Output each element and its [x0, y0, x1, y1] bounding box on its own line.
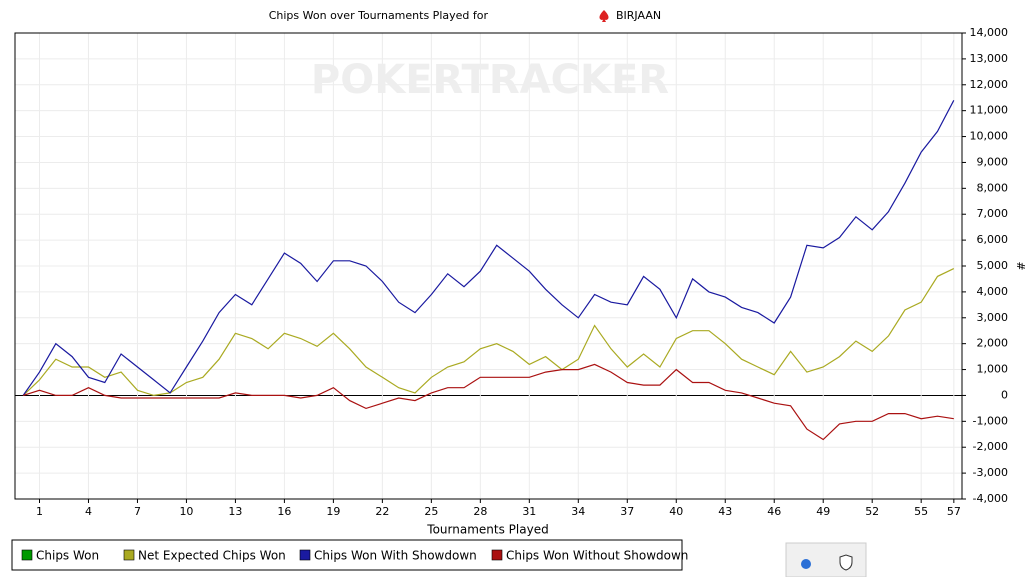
series-line [22, 268, 955, 397]
y-tick-label: 7,000 [977, 207, 1009, 220]
x-tick-label: 7 [134, 505, 141, 518]
y-axis-label: # [1014, 261, 1027, 270]
y-tick-label: 2,000 [977, 337, 1009, 350]
y-tick-label: 8,000 [977, 181, 1009, 194]
x-axis-label: Tournaments Played [426, 523, 548, 537]
x-tick-label: 37 [620, 505, 634, 518]
series-line [23, 363, 954, 441]
legend-label: Chips Won Without Showdown [506, 549, 688, 563]
x-tick-label: 52 [865, 505, 879, 518]
x-tick-label: 13 [228, 505, 242, 518]
y-tick-label: 3,000 [977, 311, 1009, 324]
legend-label: Chips Won With Showdown [314, 549, 477, 563]
y-tick-label: 10,000 [970, 130, 1009, 143]
x-tick-label: 22 [375, 505, 389, 518]
x-tick-label: 28 [473, 505, 487, 518]
y-tick-label: 12,000 [970, 78, 1009, 91]
x-tick-label: 19 [326, 505, 340, 518]
x-tick-label: 34 [571, 505, 585, 518]
y-tick-label: 13,000 [970, 52, 1009, 65]
x-tick-label: 1 [36, 505, 43, 518]
legend-swatch [123, 549, 135, 561]
x-tick-label: 40 [669, 505, 683, 518]
x-tick-label: 46 [767, 505, 781, 518]
y-tick-label: -1,000 [973, 414, 1008, 427]
y-tick-label: 0 [1001, 388, 1008, 401]
x-tick-label: 55 [914, 505, 928, 518]
x-tick-label: 43 [718, 505, 732, 518]
y-tick-label: -4,000 [973, 492, 1008, 505]
taskbar-tray [785, 542, 867, 578]
y-tick-label: -3,000 [973, 466, 1008, 479]
x-tick-label: 16 [277, 505, 291, 518]
tray-icon [839, 554, 853, 571]
y-tick-label: -2,000 [973, 440, 1008, 453]
y-tick-label: 1,000 [977, 363, 1009, 376]
chart-title: Chips Won over Tournaments Played for [269, 9, 489, 22]
x-tick-label: 49 [816, 505, 830, 518]
player-name: BIRJAAN [616, 9, 661, 22]
legend-swatch [299, 549, 311, 561]
y-tick-label: 5,000 [977, 259, 1009, 272]
x-tick-label: 31 [522, 505, 536, 518]
legend-label: Chips Won [36, 549, 99, 563]
spade-icon [599, 10, 609, 22]
watermark: POKERTRACKER [311, 57, 669, 103]
x-tick-label: 10 [179, 505, 193, 518]
x-tick-label: 57 [947, 505, 961, 518]
legend-swatch [21, 549, 33, 561]
legend-swatch [491, 549, 503, 561]
x-tick-label: 4 [85, 505, 92, 518]
y-tick-label: 9,000 [977, 155, 1009, 168]
y-tick-label: 14,000 [970, 26, 1009, 39]
legend [11, 539, 683, 571]
series-line [22, 100, 955, 396]
y-tick-label: 6,000 [977, 233, 1009, 246]
y-tick-label: 4,000 [977, 285, 1009, 298]
tray-icon [801, 559, 811, 569]
legend-label: Net Expected Chips Won [138, 549, 286, 563]
x-tick-label: 25 [424, 505, 438, 518]
y-tick-label: 11,000 [970, 104, 1009, 117]
